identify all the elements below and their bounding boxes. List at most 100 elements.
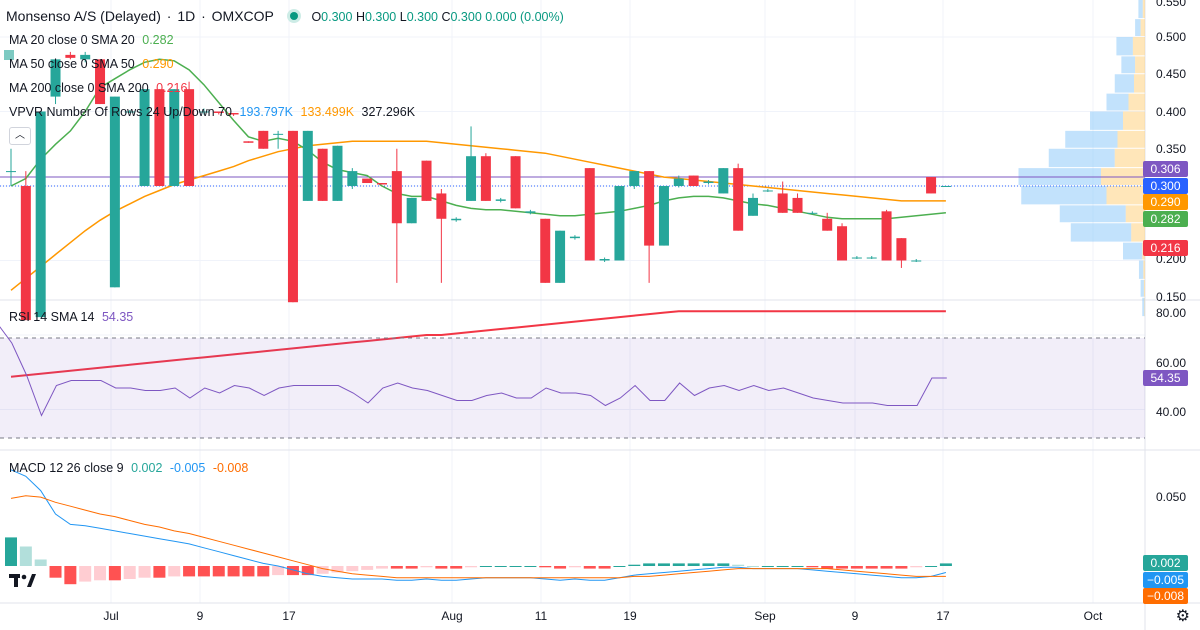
macd-histogram-bar (657, 563, 670, 566)
macd-histogram-bar (94, 566, 107, 581)
tradingview-logo-icon[interactable] (8, 570, 38, 592)
macd-histogram-bar (732, 564, 745, 566)
vpvr-down-bar (1144, 297, 1145, 317)
candle-body (213, 111, 224, 113)
price-tick: 0.450 (1155, 67, 1186, 81)
legend-ma200[interactable]: MA 200 close 0 SMA 200 0.216 (9, 81, 188, 95)
rsi-line (0, 326, 947, 417)
candle-body (436, 193, 447, 219)
candle-body (109, 96, 120, 288)
time-tick: Aug (441, 609, 463, 623)
macd-histogram-bar (791, 566, 804, 567)
time-tick: Jul (103, 609, 119, 623)
vpvr-up-bar (1048, 148, 1115, 168)
candle-body (287, 130, 298, 303)
candle-body (451, 218, 462, 221)
macd-line (10, 469, 947, 581)
legend-rsi[interactable]: RSI 14 SMA 14 54.35 (9, 310, 134, 324)
macd-histogram-bar (494, 566, 507, 567)
vpvr-down-bar (1143, 260, 1145, 279)
macd-tick: 0.050 (1155, 490, 1186, 504)
candle-body (317, 148, 328, 201)
macd-histogram-bar (524, 566, 537, 567)
symbol-name[interactable]: Monsenso A/S (Delayed) (6, 8, 161, 24)
candle-body (302, 130, 313, 201)
candle-body (837, 226, 848, 261)
vpvr-down-bar (1131, 223, 1145, 242)
candle-body (555, 230, 566, 283)
price-tick: 0.350 (1155, 142, 1186, 156)
candle-body (139, 89, 150, 186)
macd-histogram-bar (806, 566, 819, 568)
macd-histogram-bar (865, 566, 878, 569)
candle-body (777, 193, 788, 213)
candle-body (807, 212, 818, 214)
last-price-label: 0.300 (1143, 178, 1188, 194)
macd-histogram-bar (910, 566, 923, 568)
time-tick: 11 (534, 609, 548, 623)
candle-body (866, 257, 877, 259)
macd-histogram-bar (583, 566, 596, 569)
legend-ma50[interactable]: MA 50 close 0 SMA 50 0.290 (9, 57, 174, 71)
macd-histogram-bar (450, 566, 463, 569)
macd-histogram-bar (717, 563, 730, 566)
macd-histogram-bar (5, 537, 17, 566)
vpvr-up-bar (1140, 279, 1144, 297)
time-tick: Oct (1083, 609, 1103, 623)
vpvr-down-bar (1117, 130, 1145, 148)
candle-body (258, 130, 269, 149)
vpvr-up-bar (1090, 111, 1123, 130)
vpvr-up-bar (1135, 19, 1141, 36)
candle-body (569, 236, 580, 239)
macd-histogram-bar (895, 566, 908, 569)
time-tick: 17 (282, 609, 296, 623)
macd-histogram-bar (568, 566, 581, 568)
vpvr-up-bar (1123, 242, 1143, 260)
macd-histogram-bar (272, 566, 285, 576)
vpvr-down-bar (1132, 37, 1145, 56)
candle-body (20, 186, 31, 321)
ohlc-values: O0.300 H0.300 L0.300 C0.300 0.000 (0.00%… (311, 10, 564, 24)
vpvr-down-bar (1125, 205, 1145, 223)
macd-histogram-bar (747, 566, 759, 567)
candle-body (80, 54, 91, 60)
collapse-legend-button[interactable]: ︿ (9, 127, 31, 145)
macd-histogram-bar (539, 566, 552, 568)
candle-body (822, 218, 833, 231)
macd-histogram-bar (376, 566, 388, 569)
candle-body (124, 111, 135, 113)
macd-histogram-bar (168, 566, 181, 577)
vpvr-up-bar (1114, 74, 1134, 93)
rsi-tick: 60.00 (1155, 356, 1186, 370)
macd-histogram-bar (331, 566, 344, 573)
ma50-line (10, 140, 946, 291)
candle-body (65, 54, 76, 58)
ma50-price-label: 0.290 (1143, 194, 1188, 210)
candle-body (198, 111, 209, 113)
candle-body (35, 111, 46, 318)
candle-body (243, 141, 254, 143)
legend-vpvr[interactable]: VPVR Number Of Rows 24 Up/Down 70 193.79… (9, 105, 416, 119)
vpvr-up-bar (1138, 260, 1144, 279)
candle-body (6, 171, 16, 173)
candle-body (406, 197, 417, 224)
rsi-tick: 80.00 (1155, 306, 1186, 320)
time-tick: Sep (754, 609, 776, 623)
candle-body (703, 181, 714, 184)
legend-macd[interactable]: MACD 12 26 close 9 0.002 -0.005 -0.008 (9, 461, 249, 475)
candle-body (184, 89, 195, 186)
candle-body (421, 160, 432, 201)
candle-body (792, 197, 803, 213)
legend-ma20[interactable]: MA 20 close 0 SMA 20 0.282 (9, 33, 174, 47)
candle-body (762, 190, 773, 192)
symbol-header: Monsenso A/S (Delayed) · 1D · OMXCOP O0.… (6, 8, 564, 24)
candle-body (377, 183, 387, 185)
settings-gear-icon[interactable]: ⚙ (1175, 608, 1190, 625)
interval-label[interactable]: 1D (177, 8, 196, 24)
candle-body (851, 257, 862, 259)
vpvr-down-bar (1128, 93, 1145, 111)
ma20-line (10, 58, 946, 220)
candle-body (584, 168, 595, 261)
macd-histogram-bar (212, 566, 225, 577)
